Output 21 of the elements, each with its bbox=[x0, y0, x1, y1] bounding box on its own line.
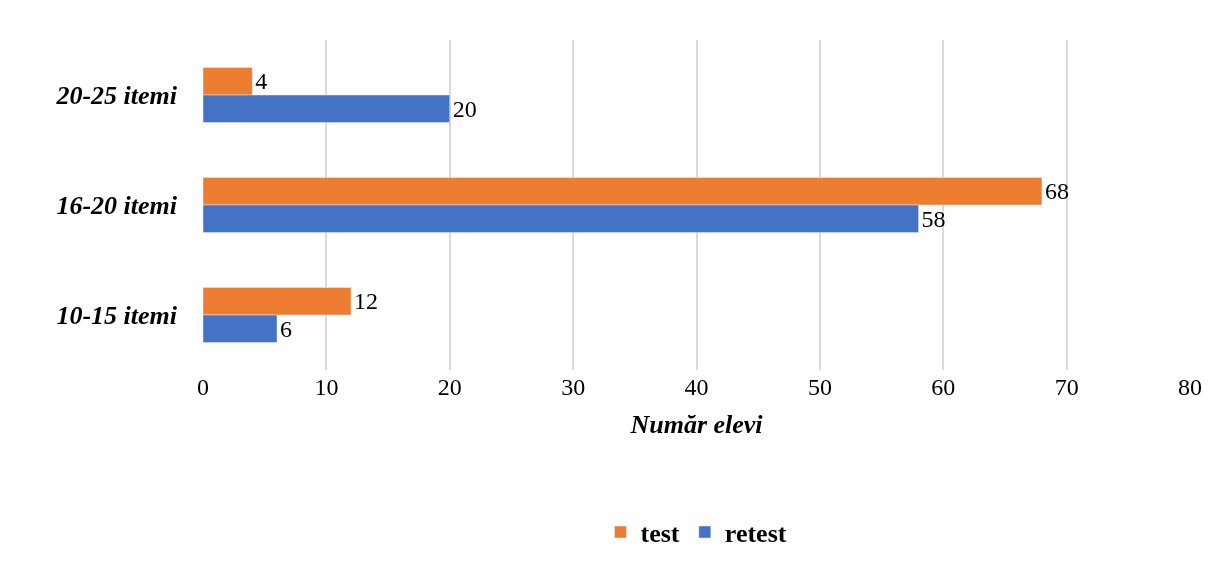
legend-label: test bbox=[640, 519, 680, 549]
data-label: 20 bbox=[452, 95, 477, 122]
data-label: 4 bbox=[255, 68, 268, 95]
x-tick-label: 20 bbox=[437, 374, 462, 400]
x-axis-title: Număr elevi bbox=[629, 409, 764, 439]
y-tick-label: 16-20 itemi bbox=[56, 191, 178, 221]
x-tick-label: 70 bbox=[1054, 374, 1079, 400]
x-tick-label: 60 bbox=[931, 374, 956, 400]
x-tick-label: 10 bbox=[314, 374, 339, 400]
x-tick-label: 50 bbox=[807, 374, 832, 400]
data-label: 58 bbox=[921, 205, 946, 232]
y-tick-label: 10-15 itemi bbox=[56, 301, 178, 331]
x-tick-label: 30 bbox=[561, 374, 586, 400]
legend-label: retest bbox=[724, 519, 787, 549]
x-tick-label: 40 bbox=[684, 374, 709, 400]
data-label: 68 bbox=[1044, 178, 1069, 205]
x-tick-label: 0 bbox=[197, 374, 209, 400]
data-label: 6 bbox=[280, 315, 293, 342]
x-tick-label: 80 bbox=[1178, 374, 1202, 400]
y-tick-label: 20-25 itemi bbox=[55, 81, 178, 111]
data-label: 12 bbox=[354, 288, 379, 315]
